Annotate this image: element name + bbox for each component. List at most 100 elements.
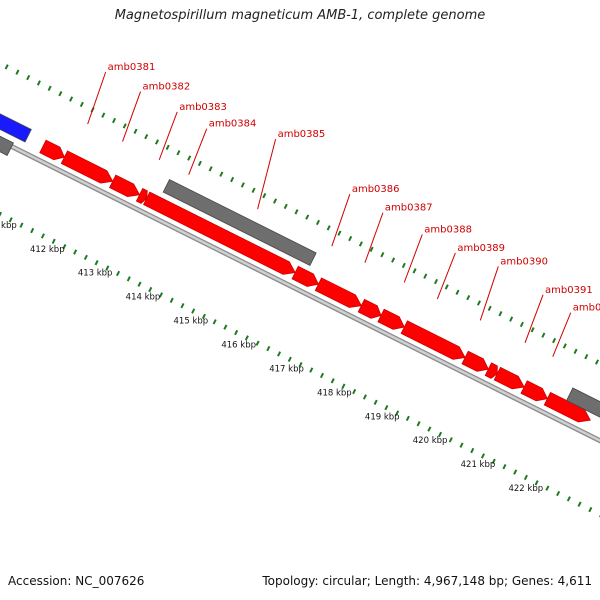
outer-tick — [509, 316, 514, 322]
outer-tick — [337, 230, 342, 236]
inner-tick — [298, 362, 303, 368]
callout-line — [122, 91, 142, 142]
outer-tick — [584, 353, 589, 360]
outer-tick — [26, 74, 31, 81]
inner-tick — [212, 319, 217, 325]
outer-tick — [305, 214, 310, 220]
gene-arrow — [484, 362, 498, 379]
inner-tick — [459, 442, 464, 448]
outer-tick — [47, 85, 52, 92]
callout-line — [87, 71, 107, 125]
inner-tick — [158, 292, 164, 298]
outer-tick — [573, 348, 578, 354]
outer-tick — [273, 198, 278, 204]
gene-arrow — [60, 150, 114, 184]
outer-tick — [251, 187, 256, 193]
inner-tick — [73, 249, 78, 255]
inner-tick — [502, 463, 507, 470]
inner-tick — [0, 211, 3, 217]
genome-backbone — [0, 137, 600, 444]
outer-tick — [401, 262, 406, 269]
outer-tick — [326, 225, 331, 231]
gene-arrow — [357, 298, 382, 319]
kbp-label: 421 kbp — [461, 460, 496, 470]
gene-arrow — [135, 187, 148, 204]
inner-tick — [556, 490, 561, 497]
accession-text: Accession: NC_007626 — [8, 574, 145, 588]
inner-tick — [287, 356, 292, 363]
inner-tick — [62, 243, 67, 250]
gene-label: amb0389 — [457, 243, 505, 254]
neighbor-gene-blue — [0, 113, 32, 143]
inner-tick — [577, 501, 582, 507]
gene-callouts: amb0381 amb0382 amb0383 amb0384 amb0385 amb03… — [87, 62, 600, 357]
outer-tick — [208, 166, 213, 172]
gene-label: amb0385 — [278, 129, 326, 140]
gene-label: amb0392 — [573, 303, 600, 314]
outer-tick — [176, 150, 181, 156]
outer-tick — [348, 235, 353, 242]
inner-tick — [491, 458, 496, 464]
outer-tick — [315, 219, 320, 226]
inner-tick — [438, 431, 443, 438]
inner-tick — [330, 378, 335, 384]
inner-tick — [373, 399, 378, 405]
outer-tick — [466, 294, 471, 301]
gene-arrow — [493, 366, 525, 390]
gene-arrow — [520, 380, 548, 402]
outer-tick — [562, 343, 567, 349]
outer-tick — [154, 139, 159, 145]
inner-tick — [362, 394, 367, 400]
outer-tick — [36, 80, 41, 86]
gene-label: amb0386 — [352, 184, 400, 195]
kbp-label: 413 kbp — [78, 269, 113, 279]
feature-track — [0, 113, 600, 423]
gene-label: amb0384 — [209, 119, 257, 130]
outer-tick — [240, 182, 245, 188]
inner-tick — [244, 335, 249, 341]
callout-line — [479, 266, 499, 321]
gene-arrow — [377, 308, 405, 330]
outer-tick — [541, 332, 546, 338]
inner-tick — [352, 388, 357, 395]
kbp-axis-labels: 411 kbp 412 kbp 413 kbp 414 kbp 415 kbp 416 k… — [0, 221, 543, 494]
outer-tick — [187, 155, 192, 161]
inner-tick — [148, 286, 153, 293]
outer-tick — [133, 128, 138, 134]
kbp-label: 422 kbp — [508, 484, 543, 494]
inner-tick — [319, 372, 325, 379]
outer-tick — [230, 176, 235, 183]
inner-tick — [51, 238, 56, 244]
inner-tick-ring — [0, 211, 600, 518]
kbp-label: 418 kbp — [317, 388, 352, 398]
outer-tick — [358, 241, 363, 247]
inner-tick — [126, 276, 131, 282]
inner-tick — [395, 410, 400, 416]
outer-tick — [101, 112, 106, 118]
outer-tick — [552, 337, 557, 344]
inner-tick — [309, 367, 314, 373]
kbp-label: 416 kbp — [221, 340, 256, 350]
kbp-label: 417 kbp — [269, 364, 304, 374]
outer-tick — [283, 203, 288, 210]
neighbor-feature-gray — [0, 135, 14, 156]
outer-tick — [412, 268, 417, 274]
outer-tick — [4, 64, 9, 70]
outer-tick — [69, 96, 74, 102]
inner-tick — [30, 227, 35, 234]
gene-label: amb0391 — [545, 285, 593, 296]
callout-line — [331, 194, 351, 247]
outer-tick — [294, 209, 299, 215]
gene-arrow — [109, 174, 141, 197]
inner-tick — [448, 437, 453, 443]
inner-tick — [266, 345, 271, 352]
outer-tick — [219, 171, 224, 177]
genome-title: Magnetospirillum magneticum AMB-1, compl… — [114, 8, 486, 23]
inner-tick — [416, 421, 421, 427]
inner-tick — [480, 453, 486, 459]
inner-tick — [341, 383, 346, 389]
outer-tick — [112, 117, 117, 124]
outer-tick — [476, 300, 481, 306]
gene-arrow — [143, 191, 296, 275]
callout-line — [552, 312, 572, 357]
